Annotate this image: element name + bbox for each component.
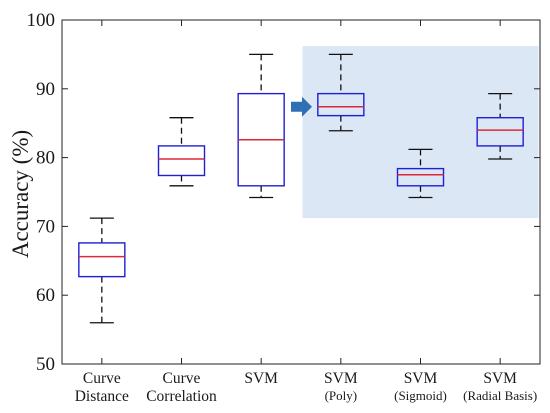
plot-frame — [61, 19, 541, 365]
box-0 — [78, 217, 126, 324]
iqr-box-1 — [157, 145, 206, 177]
iqr-box-5 — [476, 116, 524, 147]
category-label-1: Curve — [163, 370, 201, 387]
category-label-3: SVM — [324, 370, 358, 387]
category-label-4: SVM — [404, 370, 438, 387]
boxes-layer — [78, 53, 524, 324]
box-3 — [317, 53, 365, 132]
category-sublabel-1: Correlation — [146, 388, 217, 405]
y-tick-label-50: 50 — [36, 354, 55, 375]
box-4 — [396, 148, 445, 199]
y-tick-label-90: 90 — [36, 79, 55, 100]
y-axis-label: Accuracy (%) — [8, 130, 33, 258]
right-arrow-icon — [291, 96, 312, 117]
iqr-box-4 — [396, 167, 445, 187]
y-tick-label-100: 100 — [27, 10, 56, 31]
category-label-0: Curve — [83, 370, 121, 387]
category-sublabel-3: (Poly) — [325, 388, 358, 403]
box-1 — [157, 117, 206, 187]
iqr-box-3 — [317, 92, 365, 117]
category-sublabel-5: (Radial Basis) — [463, 388, 537, 403]
labels-layer: 5060708090100CurveDistanceCurveCorrelati… — [27, 10, 538, 405]
category-sublabel-0: Distance — [75, 388, 129, 405]
y-tick-label-80: 80 — [36, 148, 55, 169]
category-label-2: SVM — [244, 370, 278, 387]
category-label-5: SVM — [483, 370, 517, 387]
y-tick-label-70: 70 — [36, 216, 55, 237]
iqr-box-0 — [78, 242, 126, 278]
highlight-region — [302, 46, 539, 219]
box-5 — [476, 92, 524, 160]
category-sublabel-4: (Sigmoid) — [394, 388, 447, 403]
highlight-region-layer — [302, 46, 539, 219]
axes-layer — [61, 19, 541, 365]
box-2 — [237, 53, 285, 199]
y-tick-label-60: 60 — [36, 285, 55, 306]
